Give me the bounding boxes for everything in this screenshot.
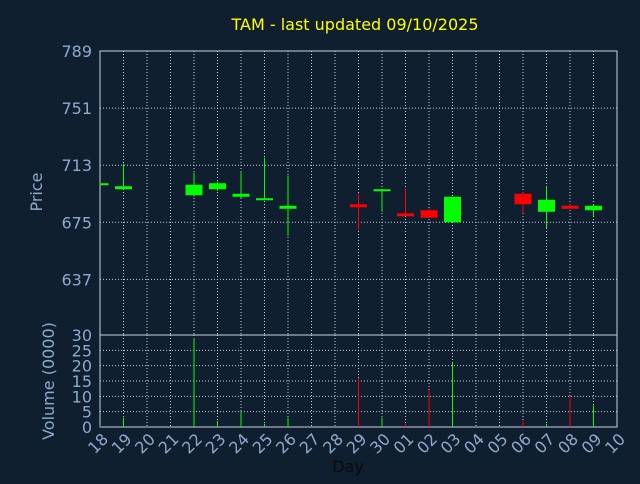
chart-title: TAM - last updated 09/10/2025 <box>230 15 478 34</box>
candle-body <box>279 205 297 209</box>
candle-body <box>232 193 250 197</box>
candle-body <box>100 183 109 186</box>
candle-body <box>350 204 367 208</box>
candle-body <box>420 210 438 218</box>
candle-body <box>209 183 226 190</box>
candle-body <box>185 184 203 196</box>
y-tick-label: 713 <box>61 156 92 175</box>
candle-body <box>585 205 602 211</box>
candle-body <box>514 193 532 205</box>
y2-tick-label: 25 <box>72 341 92 360</box>
y2-tick-label: 5 <box>82 403 92 422</box>
candle-body <box>397 213 414 217</box>
y-label: Price <box>27 172 46 211</box>
y-tick-label: 789 <box>61 42 92 61</box>
y-tick-label: 751 <box>61 99 92 118</box>
y2-tick-label: 10 <box>72 387 92 406</box>
candle-body <box>256 198 273 201</box>
y2-tick-label: 0 <box>82 418 92 437</box>
candle-body <box>444 196 461 223</box>
candle-body <box>561 205 579 209</box>
y2-label: Volume (0000) <box>39 322 58 440</box>
candle-body <box>115 186 132 190</box>
y2-tick-label: 30 <box>72 326 92 345</box>
candle-body <box>538 199 555 212</box>
y2-tick-label: 15 <box>72 372 92 391</box>
x-label: Day <box>332 457 364 476</box>
y2-tick-label: 20 <box>72 357 92 376</box>
candle-body <box>373 189 391 192</box>
y-tick-label: 675 <box>61 213 92 232</box>
y-tick-label: 637 <box>61 270 92 289</box>
